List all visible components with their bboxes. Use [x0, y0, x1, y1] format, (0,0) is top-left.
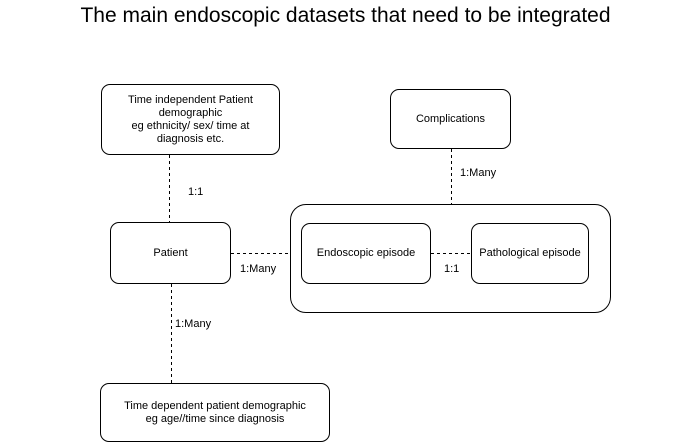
endoscopic-episode-node[interactable]: Endoscopic episode: [301, 223, 431, 284]
diagram-title: The main endoscopic datasets that need t…: [80, 4, 611, 27]
complications-label: Complications: [415, 112, 486, 125]
complications-node[interactable]: Complications: [390, 89, 511, 149]
relation-label-patient-time-independent: 1:1: [187, 186, 205, 199]
endoscopic-episode-label: Endoscopic episode: [316, 247, 416, 259]
patient-node[interactable]: Patient: [110, 222, 231, 284]
patient-label: Patient: [153, 246, 188, 259]
pathological-episode-node[interactable]: Pathological episode: [471, 223, 589, 284]
pathological-episode-label: Pathological episode: [479, 247, 581, 259]
relation-label-patient-time-dependent: 1:Many: [174, 318, 213, 331]
time-independent-demographic-node[interactable]: Time independent Patient demographic eg …: [101, 84, 280, 155]
relation-label-episodes-complications: 1:Many: [459, 167, 498, 180]
time-dependent-demographic-node[interactable]: Time dependent patient demographic eg ag…: [100, 383, 330, 442]
time-dependent-demographic-label: Time dependent patient demographic eg ag…: [124, 399, 306, 425]
relation-label-endoscopic-pathological: 1:1: [443, 263, 461, 276]
episodes-group: [290, 204, 611, 313]
time-independent-demographic-label: Time independent Patient demographic eg …: [128, 93, 253, 145]
relation-label-patient-episodes: 1:Many: [239, 263, 278, 276]
